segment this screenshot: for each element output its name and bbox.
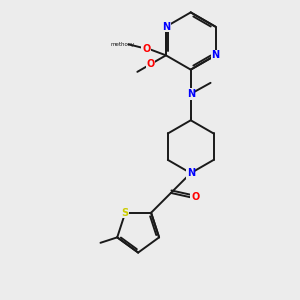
- Text: O: O: [147, 59, 155, 69]
- Text: N: N: [187, 89, 195, 99]
- Text: N: N: [162, 22, 170, 32]
- Text: O: O: [142, 44, 150, 54]
- Text: S: S: [122, 208, 129, 218]
- Text: methoxy: methoxy: [111, 42, 135, 47]
- Text: N: N: [187, 168, 195, 178]
- Text: O: O: [191, 192, 199, 202]
- Text: N: N: [212, 50, 220, 60]
